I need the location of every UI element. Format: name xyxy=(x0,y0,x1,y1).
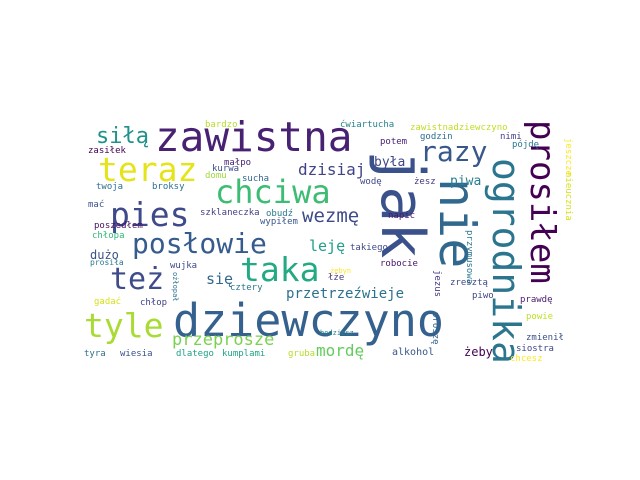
word: prosiła xyxy=(90,258,124,267)
word: chłopa xyxy=(92,231,125,241)
word: ożłopał xyxy=(171,272,179,302)
word: przetrzeźwieje xyxy=(286,286,405,302)
word: jeszcze xyxy=(563,138,573,176)
word: obudź xyxy=(266,209,294,219)
word: zawistna xyxy=(155,113,353,161)
word: piwo xyxy=(472,291,494,301)
word: zmienił xyxy=(526,333,564,343)
word: posłowie xyxy=(132,227,267,260)
word: teraz xyxy=(98,150,198,189)
word: nieucznia xyxy=(563,172,573,221)
word: powie xyxy=(526,312,554,322)
word: proszę xyxy=(430,312,440,345)
word: była xyxy=(374,155,406,170)
word: mać xyxy=(88,200,105,210)
word: leję xyxy=(309,237,346,255)
word: chcesz xyxy=(510,354,543,364)
word: pójdę xyxy=(512,140,540,150)
word: dlatego xyxy=(176,349,214,359)
word: zresztą xyxy=(450,278,488,288)
word: razy xyxy=(420,135,488,168)
word: alkohol xyxy=(392,347,435,358)
word: cztery xyxy=(230,283,263,293)
word: tyra xyxy=(84,349,106,359)
word: łże xyxy=(328,273,345,283)
word: szklaneczka xyxy=(200,208,260,218)
word: dużo xyxy=(90,248,119,262)
word: piwa xyxy=(450,174,482,189)
word: dzisiaj xyxy=(298,160,366,179)
word: siłą xyxy=(96,124,149,149)
word: godzin xyxy=(420,132,453,142)
word: kumplami xyxy=(222,349,266,359)
word: mordę xyxy=(316,341,365,360)
word: pies xyxy=(110,195,190,234)
word: nie xyxy=(428,178,486,269)
word: prosiłem xyxy=(522,120,562,284)
word: prawdę xyxy=(520,295,553,305)
word: jezus xyxy=(432,270,442,298)
word: małpo xyxy=(224,158,252,168)
word: przymusowa xyxy=(464,230,474,285)
word: żebyn xyxy=(330,267,352,275)
word: bardzo xyxy=(205,120,238,130)
word: ogrodnika xyxy=(484,158,528,364)
word: takiego xyxy=(350,243,388,253)
word: wezmę xyxy=(302,205,360,227)
word: żeby xyxy=(464,345,493,359)
word: wypiłem xyxy=(260,217,298,227)
word: nimi xyxy=(500,132,522,142)
word: chłop xyxy=(140,298,168,308)
word: robocie xyxy=(380,259,418,269)
word: będziesz xyxy=(320,329,354,337)
word: sucha xyxy=(242,174,270,184)
word: zasiłek xyxy=(88,146,126,156)
word: wiesia xyxy=(120,349,153,359)
word: potem xyxy=(380,137,408,147)
word: zawistnadziewczyno xyxy=(410,123,508,133)
word: wujka xyxy=(170,261,198,271)
word: napić xyxy=(388,211,416,221)
word: taka xyxy=(240,250,320,289)
word: wodę xyxy=(360,177,382,187)
word: też xyxy=(110,262,165,297)
word: siostra xyxy=(516,344,554,354)
word: żesz xyxy=(414,177,436,187)
word: twoja xyxy=(96,182,124,192)
word: chciwa xyxy=(215,173,331,211)
word: jak xyxy=(367,150,437,259)
word: tyle xyxy=(84,306,164,345)
word: kurwa xyxy=(212,164,240,174)
word: się xyxy=(206,270,234,288)
word: przeprosze xyxy=(172,330,275,350)
word: ćwiartucha xyxy=(340,120,395,130)
word: poszedłem xyxy=(94,221,143,231)
word: gruba xyxy=(288,349,316,359)
word: broksy xyxy=(152,182,185,192)
word: gadać xyxy=(94,297,122,307)
word: dziewczyno xyxy=(173,294,444,347)
word: domu xyxy=(205,171,227,181)
